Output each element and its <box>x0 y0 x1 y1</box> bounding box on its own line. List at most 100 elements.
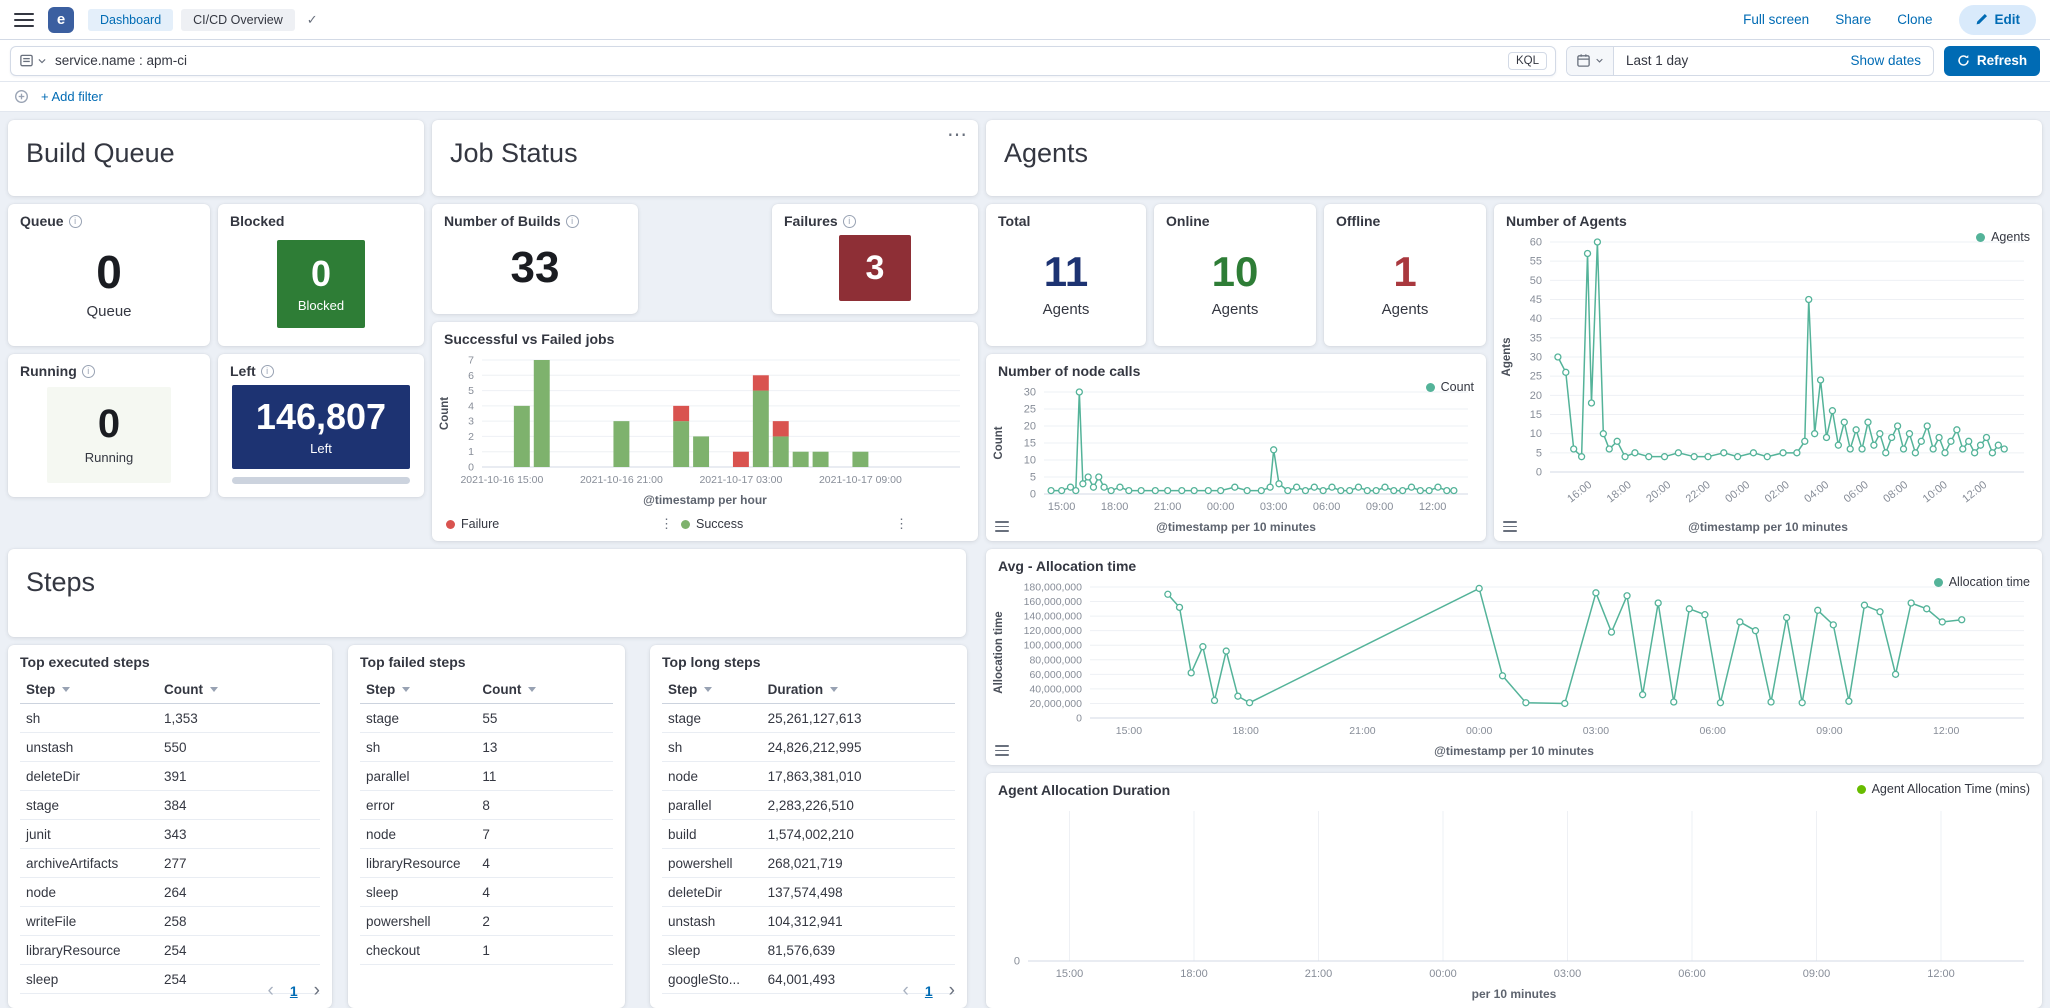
info-icon[interactable] <box>565 214 579 228</box>
table-cell: 11 <box>482 768 497 784</box>
chart-canvas[interactable]: 0 5 10 15 20 25 30 15:00 18:00 21:00 00:00 03:00 06:… <box>990 382 1482 518</box>
table-cell: sh <box>668 739 683 755</box>
bar-chart[interactable]: 0 1 2 3 4 5 6 7 2021-10-16 15:00 2021-10-16 21:00… <box>436 350 974 491</box>
clone-link[interactable]: Clone <box>1897 12 1933 27</box>
legend-item-count[interactable]: Count <box>1425 380 1474 394</box>
info-icon[interactable] <box>68 214 82 228</box>
table-row: sleep 4 <box>360 878 613 907</box>
line-chart[interactable]: 0 5 10 15 20 25 30 35 40 45 50 55 60 16:00 18:00 20:00 2… <box>1498 232 2038 518</box>
table-row: node 7 <box>360 820 613 849</box>
add-filter-link[interactable]: + Add filter <box>41 89 103 104</box>
svg-text:16:00: 16:00 <box>1565 479 1594 505</box>
line-chart[interactable]: 0 15:00 18:00 21:00 00:00 03:00 06:00 09:00 12:0… <box>990 801 2038 985</box>
horizontal-scrollbar[interactable] <box>232 477 410 484</box>
svg-text:45: 45 <box>1530 294 1542 306</box>
edit-button[interactable]: Edit <box>1958 4 2036 35</box>
legend-item-agents[interactable]: Agents <box>1976 230 2030 244</box>
panel-left-metric: Left 146,807 Left <box>218 354 424 497</box>
svg-text:5: 5 <box>1030 472 1036 484</box>
table-row: stage 55 <box>360 704 613 733</box>
column-header-count[interactable]: Count <box>158 675 320 703</box>
filter-bar: + Add filter <box>0 82 2050 112</box>
column-header-duration[interactable]: Duration <box>762 675 955 703</box>
topbar-actions: Full screen Share Clone Edit <box>1743 4 2036 35</box>
sort-caret-icon[interactable] <box>528 686 537 692</box>
sort-caret-icon[interactable] <box>830 686 839 692</box>
section-title-steps: Steps <box>26 567 96 597</box>
legend-list-icon[interactable] <box>995 521 1009 532</box>
table-cell: stage <box>668 710 702 726</box>
chart-canvas[interactable]: 0 5 10 15 20 25 30 35 40 45 50 55 60 16:00 18:00 20:00 2… <box>1498 232 2038 518</box>
column-header-step[interactable]: Step <box>360 675 476 703</box>
info-icon[interactable] <box>81 364 95 378</box>
column-header-count[interactable]: Count <box>476 675 613 703</box>
sort-caret-icon[interactable] <box>62 686 71 692</box>
panel-number-of-agents: Number of Agents Agents 0 5 10 15 20 25 30 35 40… <box>1494 204 2042 541</box>
chevron-down-icon[interactable] <box>37 56 47 66</box>
table-cell: 2 <box>482 913 490 929</box>
calendar-icon[interactable] <box>1567 46 1614 75</box>
page-number-button[interactable]: 1 <box>289 982 298 999</box>
time-range-value[interactable]: Last 1 day <box>1626 53 1689 68</box>
svg-text:140,000,000: 140,000,000 <box>1024 611 1083 623</box>
legend-actions-icon[interactable]: ⋮ <box>660 516 673 531</box>
metric-value: 0 <box>97 402 121 446</box>
metric-label: Agents <box>1042 300 1090 318</box>
svg-text:2021-10-17 09:00: 2021-10-17 09:00 <box>819 474 902 486</box>
column-header-step[interactable]: Step <box>20 675 158 703</box>
check-icon: ✓ <box>306 11 318 27</box>
table-row: sleep 81,576,639 <box>662 936 955 965</box>
table-cell: writeFile <box>26 913 77 929</box>
svg-text:15:00: 15:00 <box>1048 501 1076 513</box>
show-dates-link[interactable]: Show dates <box>1850 53 1921 68</box>
line-chart[interactable]: 0 5 10 15 20 25 30 15:00 18:00 21:00 00:00 03:00 06:… <box>990 382 1482 518</box>
svg-text:06:00: 06:00 <box>1700 725 1726 737</box>
legend-item-failure[interactable]: Failure ⋮ <box>446 516 681 532</box>
chart-canvas[interactable]: 0 1 2 3 4 5 6 7 2021-10-16 15:00 2021-10-16 21:00… <box>436 350 974 491</box>
column-header-step[interactable]: Step <box>662 675 762 703</box>
svg-text:0: 0 <box>1536 467 1542 479</box>
table-row: node 264 <box>20 878 320 907</box>
table-row: unstash 104,312,941 <box>662 907 955 936</box>
chart-canvas[interactable]: 0 15:00 18:00 21:00 00:00 03:00 06:00 09:00 12:0… <box>990 801 2038 985</box>
query-input-field[interactable]: service.name : apm-ci KQL <box>10 45 1556 76</box>
sort-caret-icon[interactable] <box>704 686 713 692</box>
kql-language-badge[interactable]: KQL <box>1507 51 1547 70</box>
prev-page-button[interactable]: ‹ <box>902 980 909 1001</box>
filter-options-icon[interactable] <box>14 89 29 104</box>
refresh-button[interactable]: Refresh <box>1944 45 2040 76</box>
menu-icon[interactable] <box>14 12 34 27</box>
share-link[interactable]: Share <box>1835 12 1872 27</box>
sort-caret-icon[interactable] <box>402 686 411 692</box>
line-chart[interactable]: 0 20,000,000 40,000,000 60,000,000 80,000,00… <box>990 577 2038 742</box>
legend-item-success[interactable]: Success ⋮ <box>681 516 916 532</box>
full-screen-link[interactable]: Full screen <box>1743 12 1810 27</box>
svg-text:03:00: 03:00 <box>1583 725 1609 737</box>
chart-legend: Failure ⋮ Success ⋮ <box>432 514 978 541</box>
page-number-button[interactable]: 1 <box>924 982 933 999</box>
next-page-button[interactable]: › <box>948 980 955 1001</box>
top-navigation-bar: e Dashboard CI/CD Overview ✓ Full screen… <box>0 0 2050 40</box>
legend-list-icon[interactable] <box>995 745 1009 756</box>
info-icon[interactable] <box>842 214 856 228</box>
legend-item-agent-allocation-time-mins-[interactable]: Agent Allocation Time (mins) <box>1856 782 2030 796</box>
svg-text:50: 50 <box>1530 275 1542 287</box>
svg-text:Agents: Agents <box>1501 338 1513 377</box>
legend-item-allocation-time[interactable]: Allocation time <box>1933 575 2030 589</box>
chart-canvas[interactable]: 0 20,000,000 40,000,000 60,000,000 80,000,00… <box>990 577 2038 742</box>
saved-query-icon[interactable] <box>19 53 34 68</box>
info-icon[interactable] <box>260 364 274 378</box>
viz-title: Online <box>1166 213 1210 229</box>
data-table: Step Duration stage 25,261,127,613 sh 24,826,… <box>650 673 967 1008</box>
query-text[interactable]: service.name : apm-ci <box>55 53 188 68</box>
prev-page-button[interactable]: ‹ <box>267 980 274 1001</box>
elastic-logo[interactable]: e <box>48 6 74 33</box>
legend-list-icon[interactable] <box>1503 521 1517 532</box>
panel-build-queue-title: Build Queue <box>8 120 424 196</box>
panel-options-icon[interactable]: ⋯ <box>947 124 968 146</box>
sort-caret-icon[interactable] <box>209 686 218 692</box>
svg-text:00:00: 00:00 <box>1207 501 1235 513</box>
legend-actions-icon[interactable]: ⋮ <box>895 516 908 531</box>
breadcrumb-dashboard[interactable]: Dashboard <box>88 8 174 31</box>
next-page-button[interactable]: › <box>313 980 320 1001</box>
